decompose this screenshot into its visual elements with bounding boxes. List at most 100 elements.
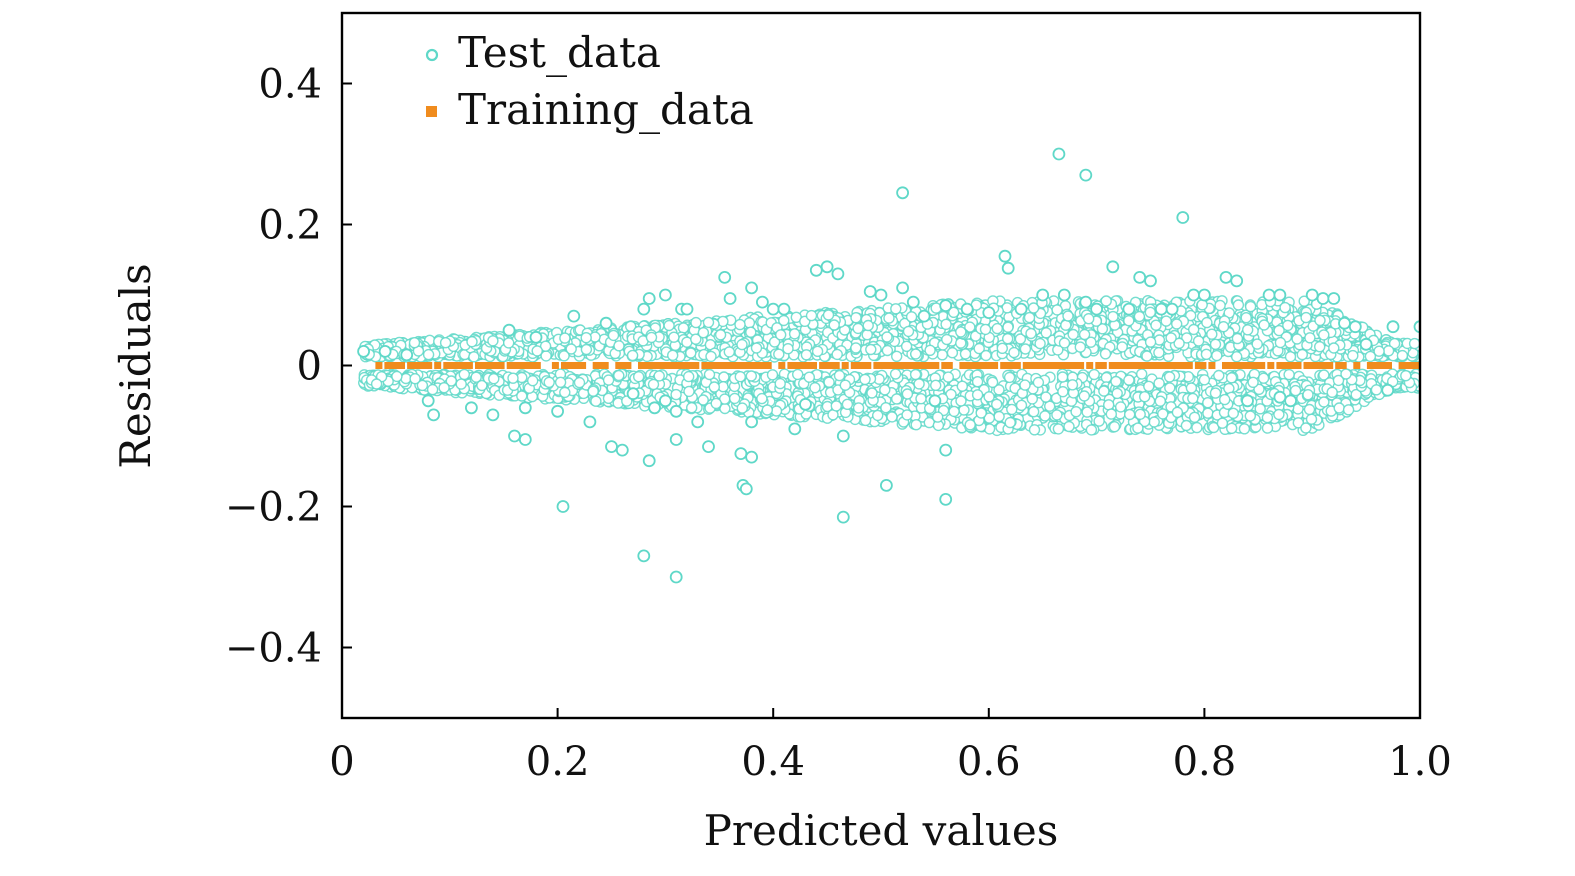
training-data-point — [461, 362, 469, 369]
test-data-point — [1144, 336, 1157, 348]
test-data-point — [466, 336, 478, 348]
test-data-point — [1157, 408, 1169, 420]
training-data-point — [896, 362, 903, 369]
x-axis-title: Predicted values — [704, 806, 1059, 855]
training-data-point — [805, 362, 813, 369]
training-data-point — [533, 362, 541, 369]
legend-training-label: Training_data — [458, 85, 754, 134]
test-data-point — [1001, 261, 1015, 275]
training-data-points — [375, 362, 1420, 369]
test-data-point — [948, 306, 960, 318]
training-data-point — [497, 362, 505, 369]
training-data-point — [651, 362, 659, 369]
test-data-point — [1326, 386, 1338, 398]
training-data-point — [964, 362, 971, 369]
training-data-point — [714, 362, 722, 369]
test-data-point — [1019, 343, 1032, 355]
test-data-point — [1302, 389, 1314, 401]
test-data-point — [1096, 323, 1109, 335]
test-data-point — [991, 398, 1003, 410]
training-data-point — [737, 362, 745, 369]
training-data-point — [968, 362, 976, 369]
test-data-point — [1187, 288, 1200, 302]
training-data-point — [1249, 362, 1257, 369]
test-data-point — [1105, 408, 1118, 420]
test-data-point — [891, 350, 903, 362]
training-data-point — [991, 362, 999, 369]
training-data-point — [1086, 362, 1094, 369]
test-data-point — [979, 323, 992, 336]
test-data-point — [1106, 260, 1120, 274]
test-data-point — [1348, 320, 1362, 334]
training-data-point — [850, 362, 858, 369]
test-data-point — [1282, 319, 1294, 332]
test-data-point — [805, 309, 818, 322]
training-data-point — [1253, 362, 1261, 369]
test-data-point — [879, 384, 891, 396]
training-data-point — [484, 362, 491, 369]
test-data-point — [1062, 310, 1074, 322]
test-data-point — [788, 422, 802, 436]
test-data-point — [1216, 417, 1229, 429]
training-data-point — [1108, 362, 1116, 369]
test-data-point — [1214, 299, 1226, 312]
test-data-point — [1373, 345, 1385, 357]
test-data-point — [1273, 288, 1287, 302]
test-data-point — [1386, 320, 1400, 334]
test-data-point — [686, 402, 698, 414]
test-data-point — [1090, 302, 1103, 316]
test-data-point — [653, 370, 665, 382]
test-data-point — [913, 378, 925, 390]
test-data-point — [1283, 368, 1295, 381]
test-data-point — [1241, 324, 1254, 336]
test-data-point — [554, 376, 567, 388]
training-data-point — [1054, 362, 1062, 369]
test-data-point — [982, 306, 996, 320]
test-data-point — [518, 433, 532, 446]
test-data-point — [983, 391, 995, 403]
test-data-point — [930, 379, 942, 391]
test-data-point — [1225, 422, 1238, 434]
test-data-point — [1273, 408, 1285, 421]
test-data-point — [1192, 335, 1205, 347]
test-data-point — [809, 382, 821, 394]
test-data-point — [1300, 422, 1312, 434]
test-data-point — [378, 344, 392, 358]
test-data-point — [1289, 384, 1302, 397]
test-data-point — [841, 398, 854, 410]
test-data-point — [1057, 386, 1069, 398]
test-data-point — [891, 393, 903, 405]
training-data-point — [927, 362, 935, 369]
test-data-point — [1176, 211, 1190, 224]
test-data-point — [883, 312, 895, 324]
training-data-point — [1113, 362, 1121, 369]
test-data-point — [906, 295, 920, 309]
training-data-point — [1285, 362, 1293, 369]
training-data-point — [493, 362, 501, 369]
test-data-point — [1327, 292, 1341, 305]
test-data-point — [1258, 319, 1270, 331]
test-data-point — [583, 415, 597, 429]
training-data-point — [479, 362, 487, 369]
test-data-point — [503, 337, 515, 349]
test-data-point — [590, 395, 602, 407]
training-data-point — [393, 362, 401, 369]
test-data-point — [705, 350, 717, 363]
test-data-point — [993, 410, 1005, 423]
training-data-point — [416, 362, 424, 369]
test-data-point — [1274, 336, 1287, 349]
y-tick-label: 0.2 — [258, 203, 322, 249]
test-data-point — [775, 329, 787, 341]
test-data-point — [445, 375, 457, 387]
test-data-point — [756, 392, 768, 405]
test-data-point — [998, 249, 1012, 263]
test-data-point — [723, 346, 735, 358]
test-data-point — [691, 415, 705, 429]
training-data-point — [1385, 362, 1392, 369]
training-data-point — [515, 362, 523, 369]
training-data-point — [488, 362, 496, 369]
test-data-point — [1088, 368, 1100, 381]
training-data-point — [764, 362, 772, 369]
training-data-point — [619, 362, 627, 369]
test-data-point — [946, 347, 959, 359]
